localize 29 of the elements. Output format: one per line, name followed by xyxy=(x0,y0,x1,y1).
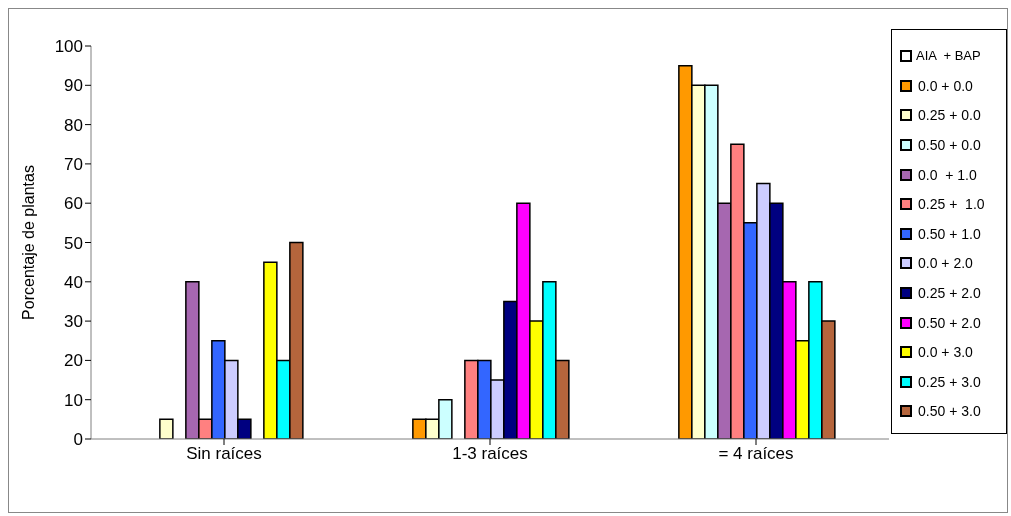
legend-label: 0.25 + 1.0 xyxy=(918,196,985,213)
y-tick-label: 70 xyxy=(64,154,83,174)
legend-label: 0.50 + 1.0 xyxy=(918,225,981,242)
y-tick-label: 20 xyxy=(64,351,83,371)
legend-label: 0.25 + 3.0 xyxy=(918,373,981,390)
y-tick-label: 50 xyxy=(64,233,83,253)
legend-label: 0.0 + 1.0 xyxy=(918,166,977,183)
legend-label: 0.50 + 0.0 xyxy=(918,136,981,153)
bar xyxy=(159,418,174,439)
y-axis-title: Porcentaje de plantas xyxy=(19,165,37,320)
legend-label: 0.0 + 3.0 xyxy=(918,344,973,361)
y-tick-label: 10 xyxy=(64,390,83,410)
legend-label: 0.25 + 2.0 xyxy=(918,284,981,301)
y-tick-label: 90 xyxy=(64,76,83,96)
legend-label: 0.0 + 2.0 xyxy=(918,255,973,272)
y-tick-label: 60 xyxy=(64,194,83,214)
legend-label: 0.0 + 0.0 xyxy=(918,77,973,94)
legend-label: 0.50 + 2.0 xyxy=(918,314,981,331)
y-tick-label: 40 xyxy=(64,272,83,292)
y-tick-label: 100 xyxy=(54,37,83,57)
y-tick-label: 30 xyxy=(64,312,83,332)
x-tick-label: 1-3 raíces xyxy=(452,444,528,464)
x-tick-label: = 4 raíces xyxy=(718,444,794,464)
y-tick-label: 80 xyxy=(64,115,83,135)
legend-label: 0.25 + 0.0 xyxy=(918,107,981,124)
legend-title: AIA + BAP xyxy=(916,48,981,63)
x-tick-label: Sin raíces xyxy=(186,444,262,464)
y-tick-label: 0 xyxy=(73,430,83,450)
legend-label: 0.50 + 3.0 xyxy=(918,403,981,420)
